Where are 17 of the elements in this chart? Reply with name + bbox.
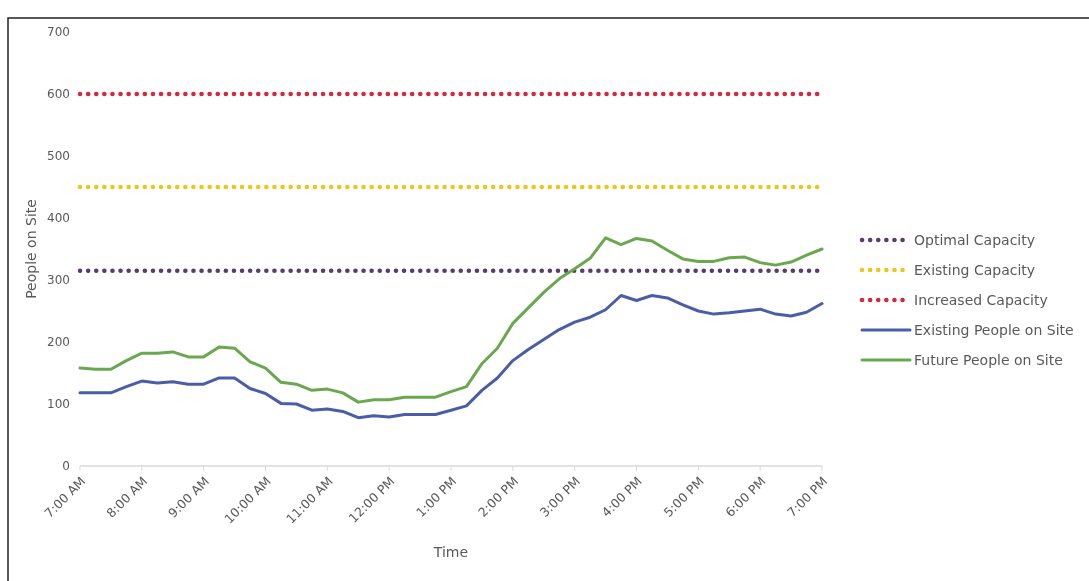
legend-label: Optimal Capacity [914, 231, 1036, 248]
line-series [78, 294, 824, 420]
x-axis-title: Time [432, 544, 469, 560]
y-tick-label: 0 [62, 459, 70, 474]
y-tick-label: 400 [47, 211, 70, 226]
y-axis-title: People on Site [23, 199, 39, 299]
y-tick-label: 700 [47, 25, 70, 40]
y-tick-label: 300 [47, 273, 70, 288]
legend-label: Existing People on Site [914, 321, 1074, 338]
legend-label: Future People on Site [914, 351, 1063, 368]
y-tick-label: 100 [47, 397, 70, 412]
y-tick-label: 200 [47, 335, 70, 350]
y-tick-label: 500 [47, 149, 70, 164]
legend-label: Existing Capacity [914, 261, 1036, 278]
line-series [78, 236, 824, 404]
y-tick-label: 600 [47, 87, 70, 102]
legend-label: Increased Capacity [914, 291, 1048, 308]
